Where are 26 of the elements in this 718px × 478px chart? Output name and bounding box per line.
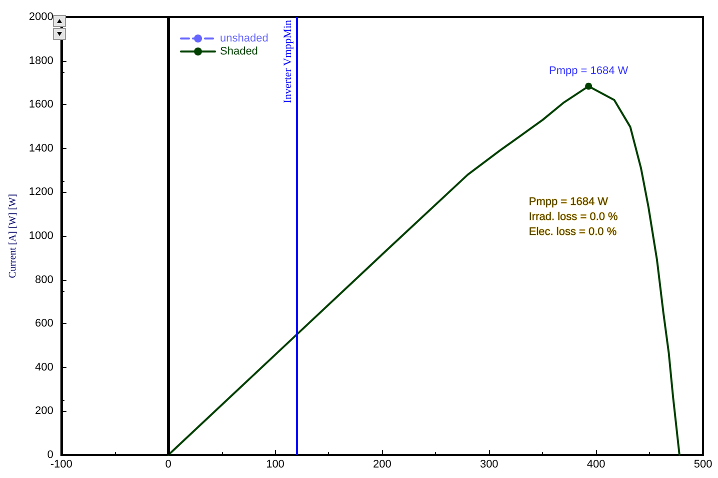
annotation: Irrad. loss = 0.0 % xyxy=(528,211,618,224)
y-axis-title: Current [A] [W] [W] xyxy=(8,194,18,278)
y-tick-label: 1800 xyxy=(28,54,54,67)
y-tick-label: 800 xyxy=(35,274,54,286)
x-tick-label: 500 xyxy=(694,458,712,470)
y-tick-label: 2000 xyxy=(28,11,54,23)
y-tick-label: 0 xyxy=(47,449,54,461)
x-tick-label: 300 xyxy=(480,458,498,470)
annotation: Elec. loss = 0.0 % xyxy=(528,226,617,238)
x-tick-label: 200 xyxy=(373,458,392,470)
x-tick-label: 100 xyxy=(266,458,284,470)
x-tick-label: 0 xyxy=(165,458,172,470)
annotation: Pmpp = 1684 W xyxy=(528,196,609,208)
y-tick-label: 200 xyxy=(35,405,54,418)
y-tick-label: 1200 xyxy=(28,186,54,198)
x-tick-label: 400 xyxy=(586,458,606,470)
x-tick-label: -100 xyxy=(50,458,72,470)
legend-label: Shaded xyxy=(220,46,258,58)
y-tick-label: 1600 xyxy=(28,98,54,111)
y-tick-label: 1000 xyxy=(28,230,54,242)
legend-label: unshaded xyxy=(220,32,268,44)
y-tick-label: 1400 xyxy=(28,142,54,154)
annotation: Pmpp = 1684 W xyxy=(548,65,629,78)
y-tick-label: 400 xyxy=(35,361,54,374)
y-tick-label: 600 xyxy=(35,318,54,330)
ref-line-label: Inverter VmppMin xyxy=(282,20,294,104)
